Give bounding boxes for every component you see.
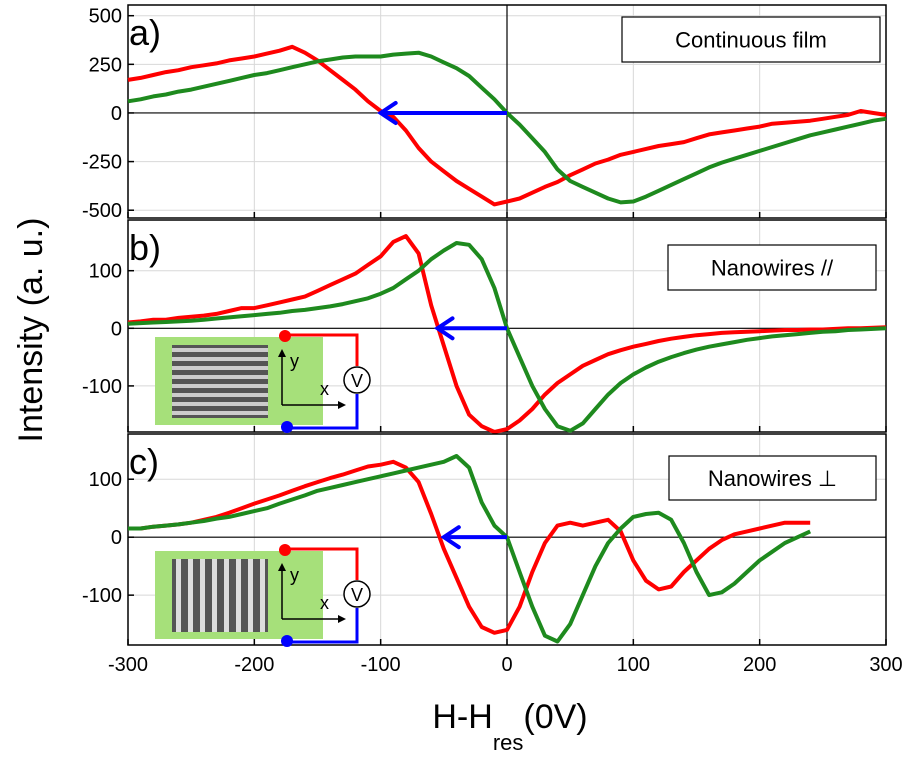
sem-stripe	[188, 559, 193, 632]
sem-image	[172, 559, 268, 632]
y-tick-label: 0	[111, 318, 122, 340]
data-line	[128, 454, 812, 644]
inset-axis-y: y	[290, 565, 299, 585]
arrow-head	[338, 615, 346, 623]
y-tick-label: 0	[111, 103, 122, 125]
x-tick-label: -300	[108, 654, 148, 676]
sem-stripe	[176, 559, 181, 632]
panel-label: a)	[129, 12, 161, 53]
circuit-red	[285, 333, 359, 366]
label-box	[621, 16, 881, 63]
data-line	[127, 234, 887, 434]
contact-blue	[281, 421, 293, 433]
plot-frame	[127, 4, 887, 219]
shift-arrow-head	[440, 525, 461, 550]
sem-stripe	[172, 393, 268, 397]
data-line	[127, 44, 887, 207]
circuit-blue	[287, 394, 359, 430]
contact-red	[279, 544, 291, 556]
sem-stripe	[172, 384, 268, 388]
y-tick-label: -100	[82, 585, 122, 607]
circuit-red	[285, 547, 359, 580]
contact-red	[279, 330, 291, 342]
sem-stripe	[260, 559, 265, 632]
sem-stripe	[172, 348, 268, 352]
sem-stripe	[224, 559, 229, 632]
sem-stripe	[172, 411, 268, 415]
label-box-text: Continuous film	[675, 28, 827, 53]
sem-image	[172, 345, 268, 418]
y-axis-label: Intensity (a. u.)	[12, 218, 50, 443]
x-tick-label: -100	[361, 654, 401, 676]
y-tick-label: 0	[111, 527, 122, 549]
inset-axis-y: y	[290, 351, 299, 371]
plot-frame	[127, 219, 887, 433]
label-box-text: Nanowires //	[711, 256, 834, 281]
x-label-main: H-H	[432, 698, 492, 736]
plot-frame	[127, 433, 887, 646]
x-label-sub: res	[493, 730, 524, 755]
voltmeter	[343, 580, 371, 608]
x-tick-label: -200	[234, 654, 274, 676]
x-axis-label: H-Hres(0V)	[432, 698, 587, 755]
x-tick-label: 200	[743, 654, 776, 676]
sem-stripe	[248, 559, 253, 632]
x-label-suffix: (0V)	[523, 698, 587, 736]
sem-stripe	[172, 402, 268, 406]
y-tick-label: 500	[89, 6, 122, 28]
panel-label: b)	[129, 227, 161, 268]
panel-label: c)	[129, 441, 159, 482]
x-tick-label: 300	[869, 654, 902, 676]
arrow-head	[278, 349, 286, 357]
voltmeter-label: V	[351, 585, 363, 605]
sem-stripe	[212, 559, 217, 632]
voltmeter-label: V	[351, 371, 363, 391]
inset-axis-x: x	[320, 593, 329, 613]
x-tick-label: 100	[617, 654, 650, 676]
circuit-blue	[287, 608, 359, 644]
arrow-head	[338, 401, 346, 409]
contact-blue	[281, 635, 293, 647]
y-tick-label: 250	[89, 54, 122, 76]
y-tick-label: -100	[82, 376, 122, 398]
label-box	[667, 244, 877, 291]
x-tick-label: 0	[501, 654, 512, 676]
inset: V	[155, 544, 371, 647]
label-box-text: Nanowires ⊥	[708, 466, 837, 491]
y-tick-label: 100	[89, 261, 122, 283]
shift-arrow-head	[377, 100, 398, 125]
voltmeter	[343, 366, 371, 394]
label-box	[668, 455, 877, 501]
arrow-head	[278, 563, 286, 571]
sem-stripe	[200, 559, 205, 632]
sem-stripe	[172, 366, 268, 370]
sem-stripe	[172, 375, 268, 379]
inset: V	[155, 330, 371, 433]
sem-stripe	[172, 357, 268, 361]
data-line	[128, 459, 811, 635]
y-tick-label: 100	[89, 469, 122, 491]
sem-stripe	[236, 559, 241, 632]
y-tick-label: -250	[82, 152, 122, 174]
shift-arrow-head	[433, 316, 455, 341]
inset-axis-x: x	[320, 379, 329, 399]
y-tick-label: -500	[82, 200, 122, 222]
